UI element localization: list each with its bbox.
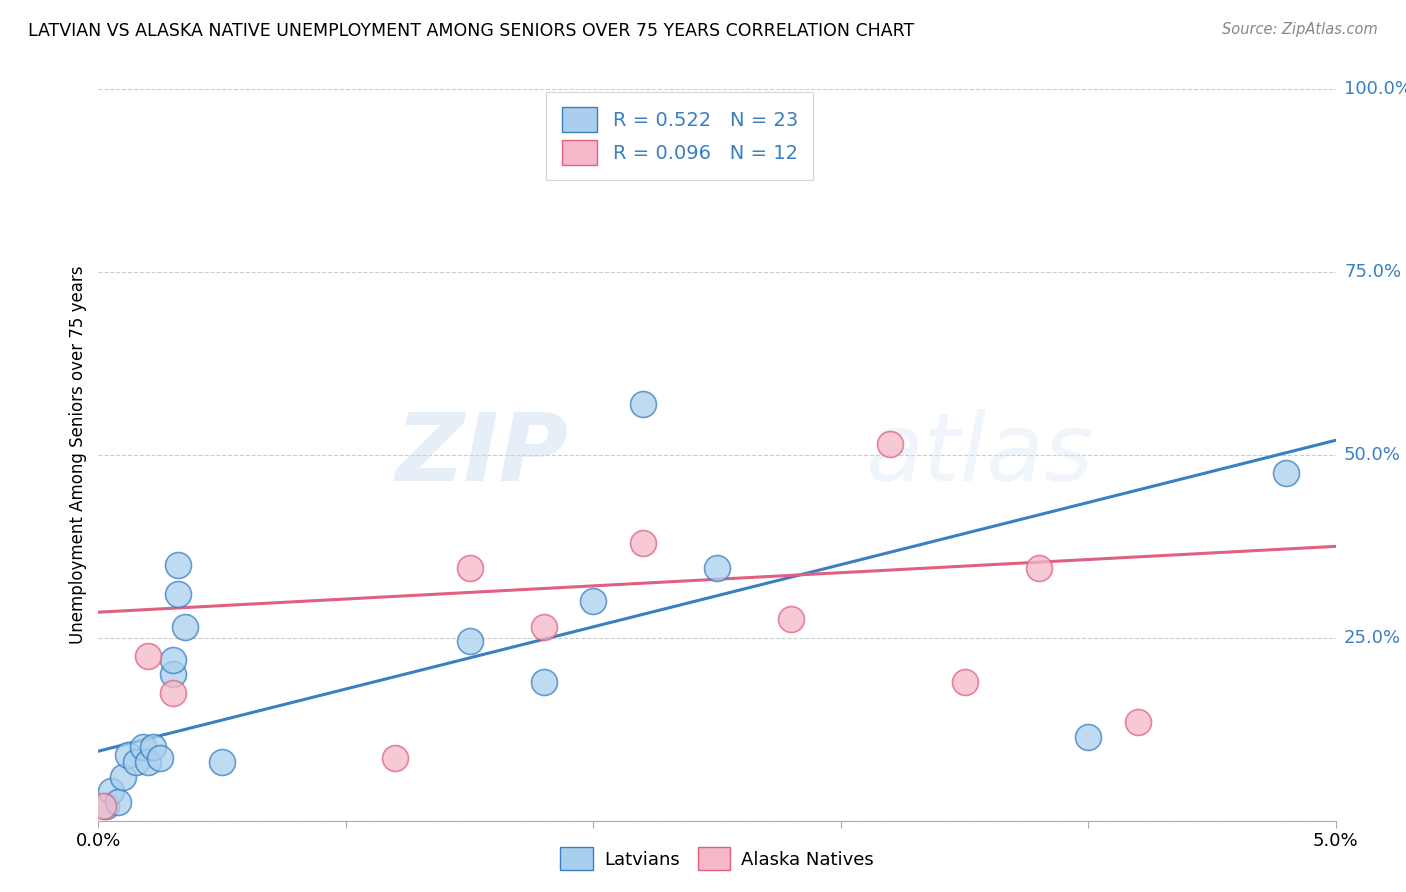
Point bbox=[706, 561, 728, 575]
Point bbox=[533, 620, 555, 634]
Point bbox=[94, 799, 117, 814]
Point bbox=[211, 755, 233, 769]
Point bbox=[1126, 714, 1149, 729]
Point bbox=[174, 620, 197, 634]
Point bbox=[631, 397, 654, 411]
Point bbox=[162, 686, 184, 700]
Point bbox=[117, 747, 139, 762]
Y-axis label: Unemployment Among Seniors over 75 years: Unemployment Among Seniors over 75 years bbox=[69, 266, 87, 644]
Point bbox=[162, 653, 184, 667]
Text: 75.0%: 75.0% bbox=[1344, 263, 1402, 281]
Point bbox=[533, 674, 555, 689]
Text: 25.0%: 25.0% bbox=[1344, 629, 1402, 647]
Point bbox=[166, 558, 188, 572]
Point bbox=[124, 755, 146, 769]
Point bbox=[162, 667, 184, 681]
Point bbox=[136, 755, 159, 769]
Text: 100.0%: 100.0% bbox=[1344, 80, 1406, 98]
Point bbox=[136, 649, 159, 664]
Text: Source: ZipAtlas.com: Source: ZipAtlas.com bbox=[1222, 22, 1378, 37]
Text: 50.0%: 50.0% bbox=[1344, 446, 1400, 464]
Point bbox=[953, 674, 976, 689]
Point bbox=[384, 751, 406, 765]
Point bbox=[100, 784, 122, 798]
Legend: Latvians, Alaska Natives: Latvians, Alaska Natives bbox=[553, 839, 882, 878]
Point bbox=[631, 535, 654, 549]
Point bbox=[142, 740, 165, 755]
Point bbox=[879, 437, 901, 451]
Text: atlas: atlas bbox=[866, 409, 1094, 500]
Point bbox=[458, 561, 481, 575]
Point bbox=[1028, 561, 1050, 575]
Point bbox=[582, 594, 605, 608]
Point bbox=[112, 770, 135, 784]
Text: ZIP: ZIP bbox=[395, 409, 568, 501]
Text: LATVIAN VS ALASKA NATIVE UNEMPLOYMENT AMONG SENIORS OVER 75 YEARS CORRELATION CH: LATVIAN VS ALASKA NATIVE UNEMPLOYMENT AM… bbox=[28, 22, 914, 40]
Point bbox=[458, 634, 481, 648]
Point bbox=[1275, 466, 1298, 480]
Point bbox=[93, 799, 115, 814]
Point bbox=[149, 751, 172, 765]
Point bbox=[780, 613, 803, 627]
Point bbox=[132, 740, 155, 755]
Point bbox=[1077, 730, 1099, 744]
Point bbox=[107, 796, 129, 810]
Point bbox=[166, 587, 188, 601]
